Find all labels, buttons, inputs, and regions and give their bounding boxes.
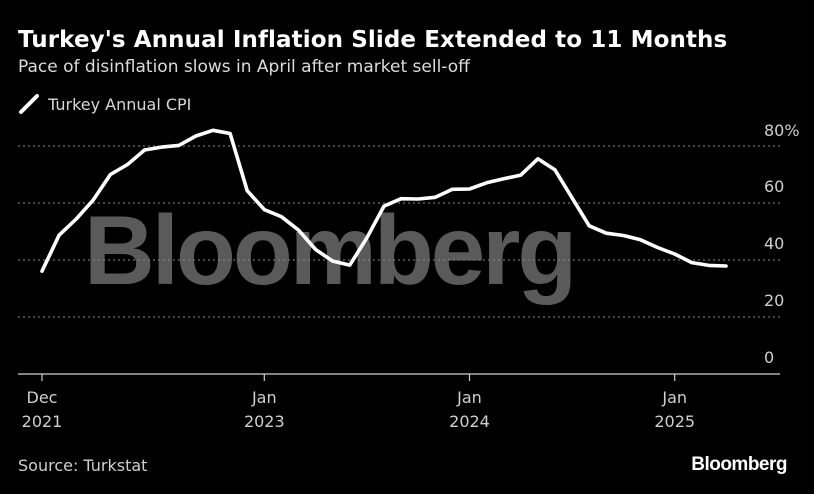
y-tick-label: 40 xyxy=(764,234,784,253)
series-group xyxy=(40,128,728,273)
x-tick-label-month: Jan xyxy=(456,388,482,407)
y-axis-ticks: 0 20 40 60 80% xyxy=(764,121,800,367)
legend-label: Turkey Annual CPI xyxy=(48,94,192,114)
grid-lines xyxy=(18,145,780,318)
x-tick-label-month: Jan xyxy=(251,388,277,407)
y-tick-label: 80% xyxy=(764,121,800,140)
source-note: Source: Turkstat xyxy=(18,456,148,475)
legend-line-icon xyxy=(19,94,39,114)
x-tick-label-year: 2025 xyxy=(654,412,695,431)
y-tick-label: 60 xyxy=(764,177,784,196)
x-tick-label-year: 2023 xyxy=(244,412,285,431)
legend: Turkey Annual CPI xyxy=(18,93,191,115)
chart-subtitle: Pace of disinflation slows in April afte… xyxy=(18,57,470,77)
bloomberg-logo: Bloomberg xyxy=(691,454,787,475)
x-axis: Dec 2021 Jan 2023 Jan 2024 Jan 2025 xyxy=(18,373,780,431)
watermark: Bloomberg xyxy=(84,195,574,305)
y-tick-label: 0 xyxy=(764,348,774,367)
y-tick-label: 20 xyxy=(764,291,784,310)
x-tick-label-year: 2024 xyxy=(449,412,490,431)
x-tick-label-year: 2021 xyxy=(22,412,63,431)
chart-title: Turkey's Annual Inflation Slide Extended… xyxy=(18,27,728,53)
series-line-turkey-cpi xyxy=(40,128,728,273)
x-tick-label-month: Dec xyxy=(27,388,58,407)
x-tick-label-month: Jan xyxy=(661,388,687,407)
